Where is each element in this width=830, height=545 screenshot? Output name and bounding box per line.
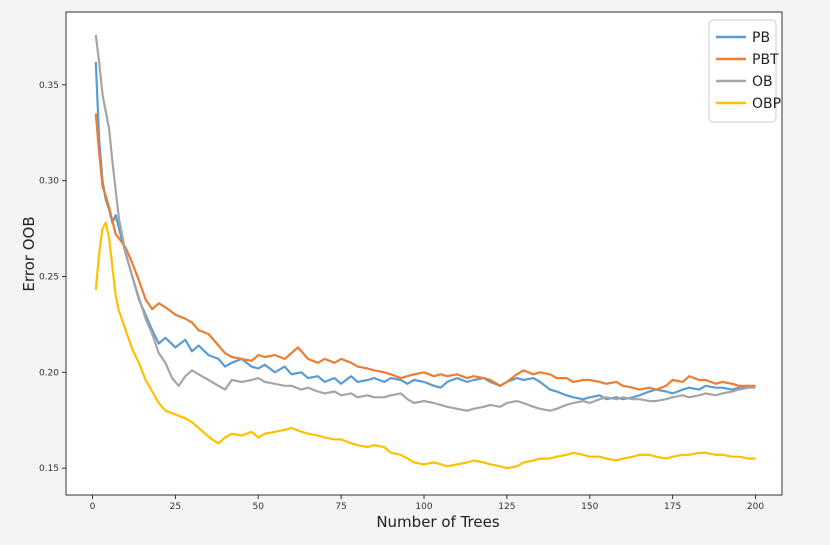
- legend-label: PBT: [752, 52, 779, 68]
- x-tick-label: 0: [90, 502, 96, 512]
- x-tick-label: 100: [415, 502, 432, 512]
- x-axis: 0 25 50 75 100 125 150 175 200: [90, 495, 764, 512]
- legend-label: PB: [752, 30, 770, 46]
- series-line-ob: [94, 34, 756, 412]
- x-axis-label: Number of Trees: [376, 513, 500, 531]
- y-tick-label: 0.35: [39, 81, 59, 91]
- x-tick-label: 150: [581, 502, 598, 512]
- y-tick-label: 0.25: [39, 273, 59, 283]
- legend-box: [708, 19, 777, 123]
- x-tick-label: 175: [664, 502, 681, 512]
- y-axis-label: Error OOB: [20, 216, 38, 291]
- y-tick-label: 0.30: [39, 177, 59, 187]
- y-axis: 0.15 0.20 0.25 0.30 0.35: [39, 81, 66, 474]
- y-tick-label: 0.15: [39, 464, 59, 474]
- series-line-pb: [94, 61, 756, 401]
- y-tick-label: 0.20: [39, 368, 59, 378]
- legend-label: OB: [752, 74, 773, 90]
- x-tick-label: 75: [335, 502, 346, 512]
- series-line-obp: [94, 221, 756, 470]
- x-tick-label: 200: [747, 502, 764, 512]
- x-tick-label: 50: [253, 502, 265, 512]
- x-tick-label: 25: [170, 502, 181, 512]
- series-layer: [94, 34, 756, 470]
- legend: PB PBT OB OBP: [708, 19, 781, 123]
- legend-label: OBP: [752, 96, 781, 112]
- series-line-pbt: [94, 113, 756, 391]
- x-tick-label: 125: [498, 502, 515, 512]
- plot-area: [65, 11, 783, 496]
